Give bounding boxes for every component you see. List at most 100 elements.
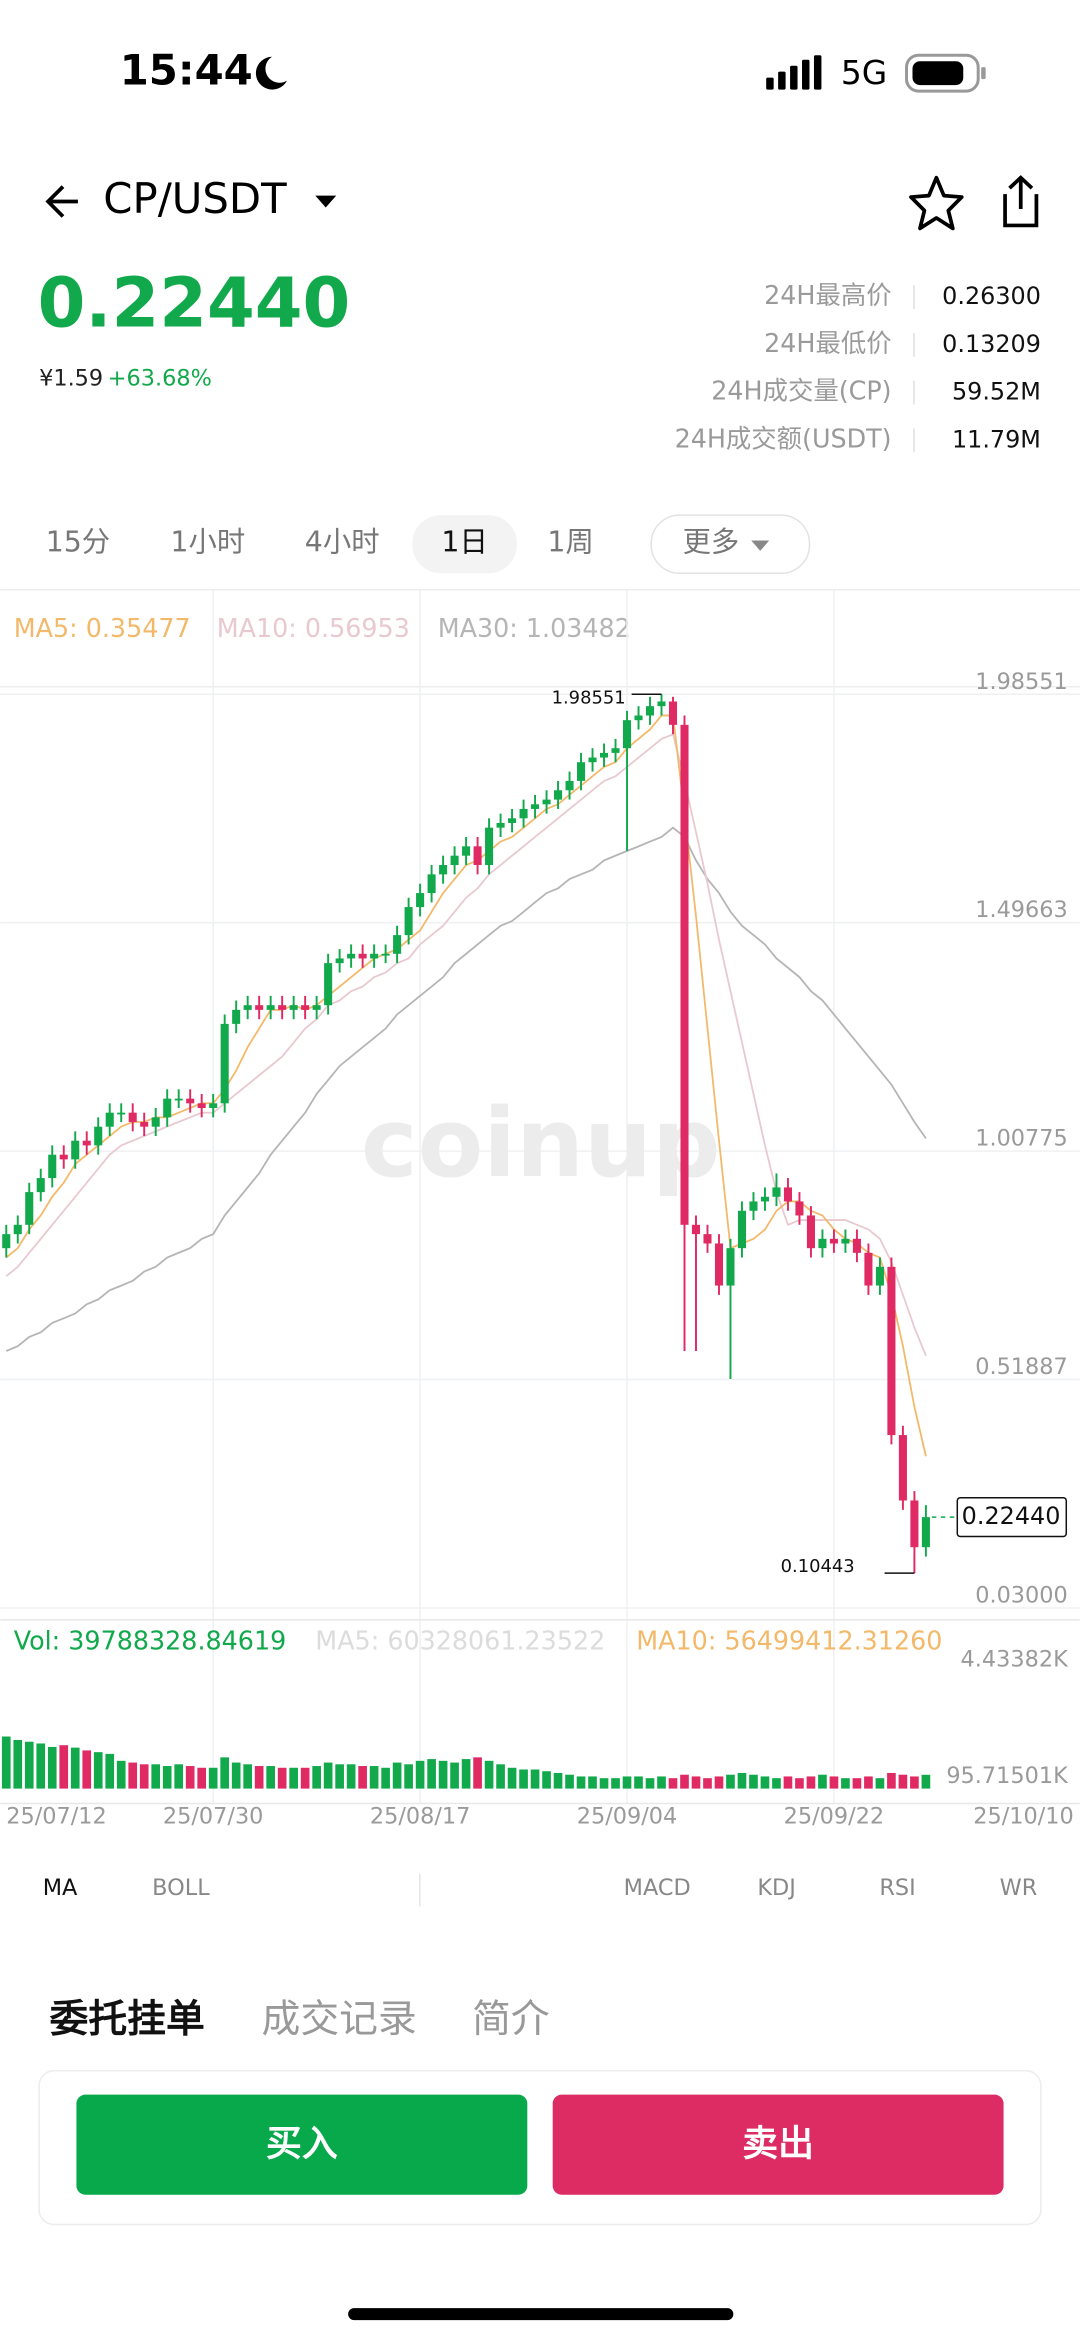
timeframe-tab[interactable]: 1周 [547, 525, 593, 558]
volume-bar [622, 1776, 632, 1789]
volume-bar [496, 1764, 505, 1789]
volume-bar [162, 1766, 172, 1789]
volume-bar [668, 1778, 678, 1789]
candle-body [657, 701, 666, 707]
y-tick-label: 0.51887 [975, 1354, 1068, 1380]
volume-bar [737, 1772, 747, 1789]
volume-bar [910, 1776, 919, 1789]
candle-body [668, 701, 678, 725]
ma-legend: MA30: 1.03482 [438, 613, 631, 643]
candle-body [473, 846, 482, 866]
candle-body [347, 953, 356, 959]
candle-body [220, 1023, 229, 1104]
battery-level [912, 61, 964, 86]
volume-bar [519, 1769, 528, 1789]
last-price-label: 0.22440 [962, 1502, 1061, 1530]
volume-bar [369, 1766, 379, 1789]
candle-body [818, 1238, 827, 1249]
volume-axis-label: 95.71501K [946, 1763, 1069, 1789]
timeframe-tabs: 15分 1小时 4小时 1日 1周 更多 [46, 525, 740, 558]
volume-bar [93, 1752, 103, 1789]
order-tabs: 委托挂单 成交记录 简介 [50, 1997, 550, 2042]
volume-bar [139, 1764, 149, 1789]
candle-body [404, 907, 413, 936]
order-tab[interactable]: 委托挂单 [50, 1997, 205, 2042]
indicator-tab[interactable]: WR [1000, 1875, 1038, 1901]
y-tick-label: 1.00775 [975, 1126, 1068, 1152]
candle-body [48, 1154, 57, 1179]
timeframe-tab[interactable]: 15分 [46, 525, 110, 558]
timeframe-tab[interactable]: 4小时 [305, 525, 380, 558]
candle-body [25, 1192, 34, 1225]
indicator-tab[interactable]: BOLL [152, 1875, 210, 1901]
candle-body [531, 804, 540, 809]
volume-bar [461, 1759, 471, 1789]
volume-bar [59, 1745, 69, 1789]
volume-bar [875, 1778, 885, 1789]
volume-bar [24, 1741, 34, 1789]
timeframe-tab[interactable]: 1日 [441, 525, 487, 558]
volume-bar [105, 1753, 115, 1789]
indicator-tab[interactable]: KDJ [757, 1875, 796, 1901]
volume-bar [427, 1759, 436, 1789]
chart: MA5: 0.35477 MA10: 0.56953 MA30: 1.03482 0.… [0, 589, 1080, 1829]
battery-tip [981, 67, 986, 80]
candle-body [898, 1435, 907, 1501]
candle-body [577, 762, 586, 781]
stat-label: 24H成交额(USDT) [675, 423, 892, 453]
candle-body [151, 1117, 160, 1127]
pair-dropdown[interactable] [315, 195, 337, 208]
candle-body [634, 715, 643, 721]
last-price: 0.22440 [38, 264, 351, 344]
buy-button[interactable] [76, 2094, 528, 2195]
candle-body [163, 1098, 172, 1118]
candle-body [71, 1140, 80, 1160]
volume-bar [703, 1778, 712, 1789]
y-tick-label: 1.49663 [975, 897, 1068, 923]
active-tab-bg [412, 515, 517, 574]
volume-bar [473, 1757, 482, 1789]
sell-label[interactable]: 卖出 [742, 2123, 814, 2164]
indicator-tab[interactable]: MA [43, 1875, 78, 1901]
indicator-tab[interactable]: RSI [879, 1875, 915, 1901]
volume-bar [772, 1778, 781, 1789]
buy-label[interactable]: 买入 [266, 2123, 338, 2164]
timeframe-tab[interactable]: 更多 [683, 525, 740, 558]
more-caret [751, 540, 770, 551]
candle-body [691, 1224, 701, 1235]
volume-bar [128, 1762, 138, 1789]
watermark: coinup [361, 1087, 720, 1199]
volume-bar [220, 1757, 230, 1789]
candle-body [496, 822, 505, 828]
timeframe-tab[interactable]: 1小时 [170, 525, 245, 558]
indicator-tab[interactable]: MACD [624, 1875, 691, 1901]
volume-legend: Vol: 39788328.84619 [14, 1625, 287, 1655]
x-tick-label: 25/07/12 [6, 1803, 107, 1829]
volume-bar [300, 1767, 310, 1789]
low-label: 0.10443 [781, 1556, 855, 1577]
candle-body [2, 1234, 11, 1249]
order-tab[interactable]: 简介 [472, 1997, 550, 2042]
candle-body [542, 799, 551, 805]
sell-button[interactable] [552, 2094, 1004, 2195]
volume-bar [82, 1750, 92, 1789]
back-button[interactable] [45, 185, 78, 218]
order-tab[interactable]: 成交记录 [262, 1997, 417, 2042]
share-button[interactable] [1003, 175, 1039, 228]
pair-name[interactable]: CP/USDT [103, 174, 287, 223]
candle-body [278, 1005, 287, 1010]
volume-bar [254, 1766, 264, 1789]
volume-bar [657, 1776, 666, 1789]
candle-body [94, 1126, 103, 1146]
candle-body [381, 953, 390, 956]
ma-line [5, 714, 927, 1457]
candle-body [324, 963, 333, 1006]
candle-body [875, 1266, 884, 1286]
favorite-button[interactable] [909, 175, 964, 231]
volume-bar [185, 1766, 195, 1789]
volume-bar [151, 1764, 161, 1789]
candle-body [117, 1112, 126, 1115]
candle-body [301, 1005, 310, 1010]
volume-bar [588, 1776, 597, 1789]
